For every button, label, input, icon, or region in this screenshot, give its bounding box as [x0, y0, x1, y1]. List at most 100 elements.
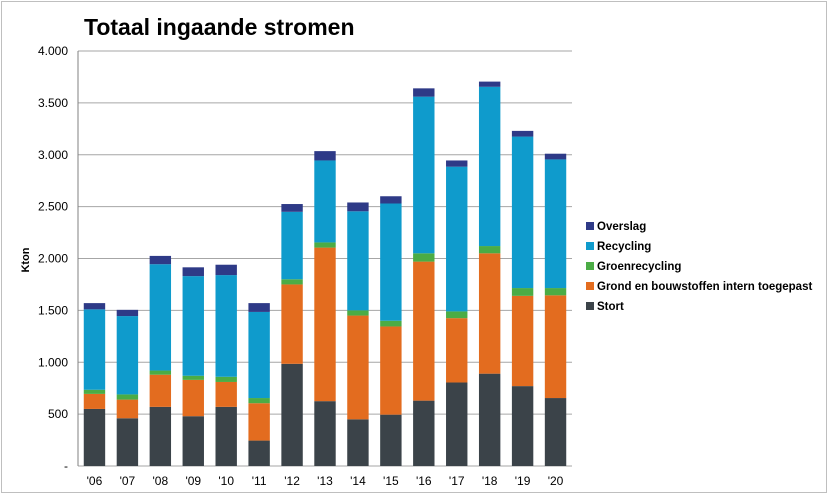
bar-segment [413, 400, 435, 466]
bar-segment [149, 406, 172, 466]
legend-swatch [586, 262, 594, 270]
bar-segment [149, 255, 172, 265]
bar-segment [380, 203, 402, 321]
bar-segment [446, 311, 468, 319]
y-tick-label: - [64, 459, 68, 473]
bar-segment [248, 311, 270, 399]
bar-segment [347, 211, 369, 311]
y-axis-title: Kton [20, 247, 32, 272]
bar-segment [83, 393, 106, 409]
y-tick-label: 2.000 [38, 252, 68, 266]
legend-swatch [586, 302, 594, 310]
legend-item: Groenrecycling [586, 261, 681, 273]
bar-segment [215, 376, 237, 382]
y-tick-label: 4.000 [38, 44, 68, 58]
bars [83, 81, 567, 466]
bar-segment [347, 315, 369, 420]
x-tick-label: '12 [284, 474, 300, 488]
bar-segment [182, 379, 204, 417]
x-tick-label: '06 [87, 474, 103, 488]
bar-stack [215, 264, 237, 466]
legend: Overslag Recycling Groenrecycling Grond en … [586, 221, 812, 313]
legend-item: Stort [586, 301, 624, 313]
bar-segment [446, 382, 468, 466]
bar-segment [116, 418, 139, 466]
bar-segment [248, 398, 270, 404]
bar-segment [248, 440, 270, 466]
bar-stack [149, 255, 172, 466]
bar-segment [314, 247, 336, 402]
bar-segment [544, 159, 567, 289]
bar-segment [116, 399, 139, 419]
bar-stack [248, 303, 270, 466]
y-tick-label: 1.500 [38, 303, 68, 317]
bar-segment [215, 275, 237, 377]
chart-title: Totaal ingaande stromen [84, 14, 355, 40]
bar-stack [380, 196, 402, 466]
legend-swatch [586, 222, 594, 230]
bar-segment [83, 309, 106, 390]
bar-segment [511, 295, 534, 387]
legend-item: Overslag [586, 221, 646, 233]
bar-segment [182, 375, 204, 380]
bar-segment [215, 264, 237, 276]
bar-segment [248, 403, 270, 441]
y-tick-label: 3.000 [38, 148, 68, 162]
bar-stack [511, 130, 534, 466]
bar-segment [511, 130, 534, 137]
bar-segment [281, 363, 303, 466]
bar-segment [413, 261, 435, 401]
bar-segment [446, 166, 468, 312]
bar-segment [248, 303, 270, 312]
legend-label: Grond en bouwstoffen intern toegepast [597, 281, 812, 293]
bar-segment [380, 414, 402, 466]
bar-segment [182, 416, 204, 466]
bar-stack [182, 267, 204, 466]
bar-segment [314, 151, 336, 161]
x-tick-label: '15 [383, 474, 399, 488]
bar-stack [116, 309, 139, 466]
legend-item: Recycling [586, 241, 651, 253]
x-tick-label: '17 [449, 474, 465, 488]
bar-segment [478, 246, 501, 254]
bar-segment [314, 401, 336, 466]
legend-label: Groenrecycling [597, 261, 681, 273]
bar-segment [215, 406, 237, 466]
legend-item: Grond en bouwstoffen intern toegepast [586, 281, 812, 293]
bar-stack [544, 153, 567, 466]
x-tick-label: '09 [185, 474, 201, 488]
legend-label: Overslag [597, 221, 646, 233]
bar-segment [314, 242, 336, 248]
bar-segment [281, 284, 303, 364]
bar-segment [347, 419, 369, 466]
y-tick-label: 500 [48, 407, 68, 421]
bar-stack [413, 88, 435, 466]
legend-label: Recycling [597, 241, 651, 253]
bar-segment [478, 253, 501, 374]
x-tick-label: '11 [252, 474, 267, 488]
bar-segment [347, 310, 369, 316]
bar-segment [478, 373, 501, 466]
legend-swatch [586, 242, 594, 250]
bar-stack [83, 303, 106, 466]
bar-segment [544, 398, 567, 466]
bar-segment [380, 320, 402, 327]
bar-segment [544, 153, 567, 160]
y-tick-label: 3.500 [38, 96, 68, 110]
bar-segment [116, 394, 139, 400]
x-tick-label: '10 [218, 474, 234, 488]
bar-segment [149, 374, 172, 407]
bar-segment [413, 253, 435, 262]
bar-stack [478, 81, 501, 466]
bar-segment [446, 318, 468, 383]
x-tick-label: '16 [416, 474, 432, 488]
bar-segment [314, 160, 336, 243]
bar-segment [149, 370, 172, 375]
bar-segment [281, 211, 303, 280]
bar-segment [281, 204, 303, 212]
bar-segment [413, 88, 435, 97]
bar-segment [511, 386, 534, 466]
bar-segment [182, 267, 204, 277]
bar-segment [281, 279, 303, 285]
